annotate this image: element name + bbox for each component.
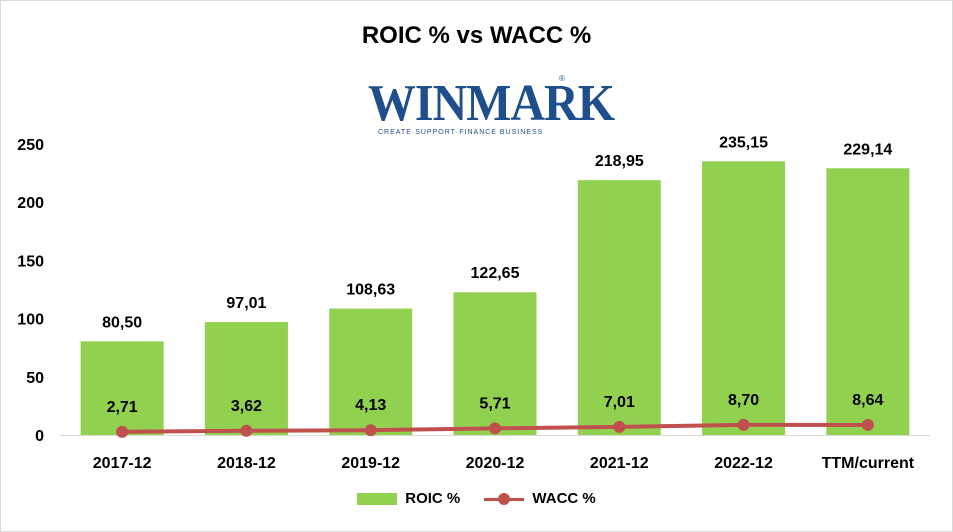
legend-swatch-roic: [357, 492, 398, 505]
y-tick-label: 250: [17, 137, 44, 154]
x-tick-label: 2017-12: [93, 455, 152, 472]
wacc-point: [240, 424, 253, 437]
roic-bar: [826, 168, 910, 435]
legend: ROIC % WACC %: [0, 490, 953, 509]
roic-data-label: 97,01: [226, 295, 266, 312]
roic-bar: [204, 322, 288, 435]
roic-bar: [329, 308, 413, 435]
y-tick-label: 0: [35, 428, 44, 445]
roic-bars: [80, 161, 910, 435]
roic-data-label: 235,15: [719, 134, 768, 151]
x-tick-label: TTM/current: [822, 455, 915, 472]
roic-data-labels: 80,50 97,01 108,63 122,65 218,95 235,15 229,14: [102, 134, 892, 331]
x-tick-label: 2018-12: [217, 455, 276, 472]
logo-registered-mark: ®: [559, 74, 565, 83]
roic-data-label: 108,63: [346, 282, 395, 299]
wacc-point: [613, 420, 626, 433]
roic-bar: [702, 161, 786, 435]
y-tick-label: 50: [26, 370, 44, 387]
roic-data-label: 218,95: [595, 153, 644, 170]
x-tick-label: 2019-12: [341, 455, 400, 472]
wacc-data-label: 3,62: [231, 398, 262, 415]
y-tick-label: 150: [17, 253, 44, 270]
x-axis-labels: 2017-12 2018-12 2019-12 2020-12 2021-12 2022-…: [93, 455, 915, 472]
wacc-data-label: 2,71: [107, 399, 138, 416]
chart-title: ROIC % vs WACC %: [361, 22, 592, 49]
wacc-point: [364, 424, 377, 437]
wacc-data-labels: 2,71 3,62 4,13 5,71 7,01 8,70 8,64: [107, 392, 884, 416]
winmark-logo: WINMARK ® CREATE·SUPPORT·FINANCE BUSINES…: [368, 74, 615, 140]
roic-bar: [80, 341, 164, 435]
wacc-point: [737, 418, 750, 431]
y-tick-label: 200: [17, 195, 44, 212]
wacc-line: [116, 418, 874, 438]
legend-label-wacc: WACC %: [532, 490, 596, 507]
legend-swatch-wacc: [484, 492, 525, 505]
wacc-point: [861, 418, 874, 431]
x-tick-label: 2021-12: [590, 455, 649, 472]
wacc-point: [116, 425, 129, 438]
y-axis: 0 50 100 150 200 250: [17, 137, 44, 445]
wacc-data-label: 8,70: [728, 392, 759, 409]
logo-tagline: CREATE·SUPPORT·FINANCE BUSINESS: [378, 129, 544, 136]
wacc-point: [489, 422, 501, 435]
x-tick-label: 2020-12: [466, 455, 525, 472]
wacc-data-label: 4,13: [355, 397, 386, 414]
legend-label-roic: ROIC %: [405, 490, 461, 507]
y-tick-label: 100: [17, 312, 44, 329]
roic-data-label: 122,65: [471, 265, 520, 282]
legend-item-roic: ROIC %: [357, 490, 460, 507]
x-tick-label: 2022-12: [714, 455, 773, 472]
wacc-data-label: 5,71: [479, 395, 510, 412]
legend-item-wacc: WACC %: [484, 490, 596, 507]
roic-data-label: 80,50: [102, 314, 142, 331]
roic-bar: [577, 180, 661, 435]
logo-wordmark: WINMARK: [368, 75, 615, 132]
wacc-data-label: 8,64: [852, 392, 883, 409]
roic-data-label: 229,14: [843, 141, 892, 158]
wacc-data-label: 7,01: [604, 394, 635, 411]
roic-bar: [453, 292, 537, 435]
